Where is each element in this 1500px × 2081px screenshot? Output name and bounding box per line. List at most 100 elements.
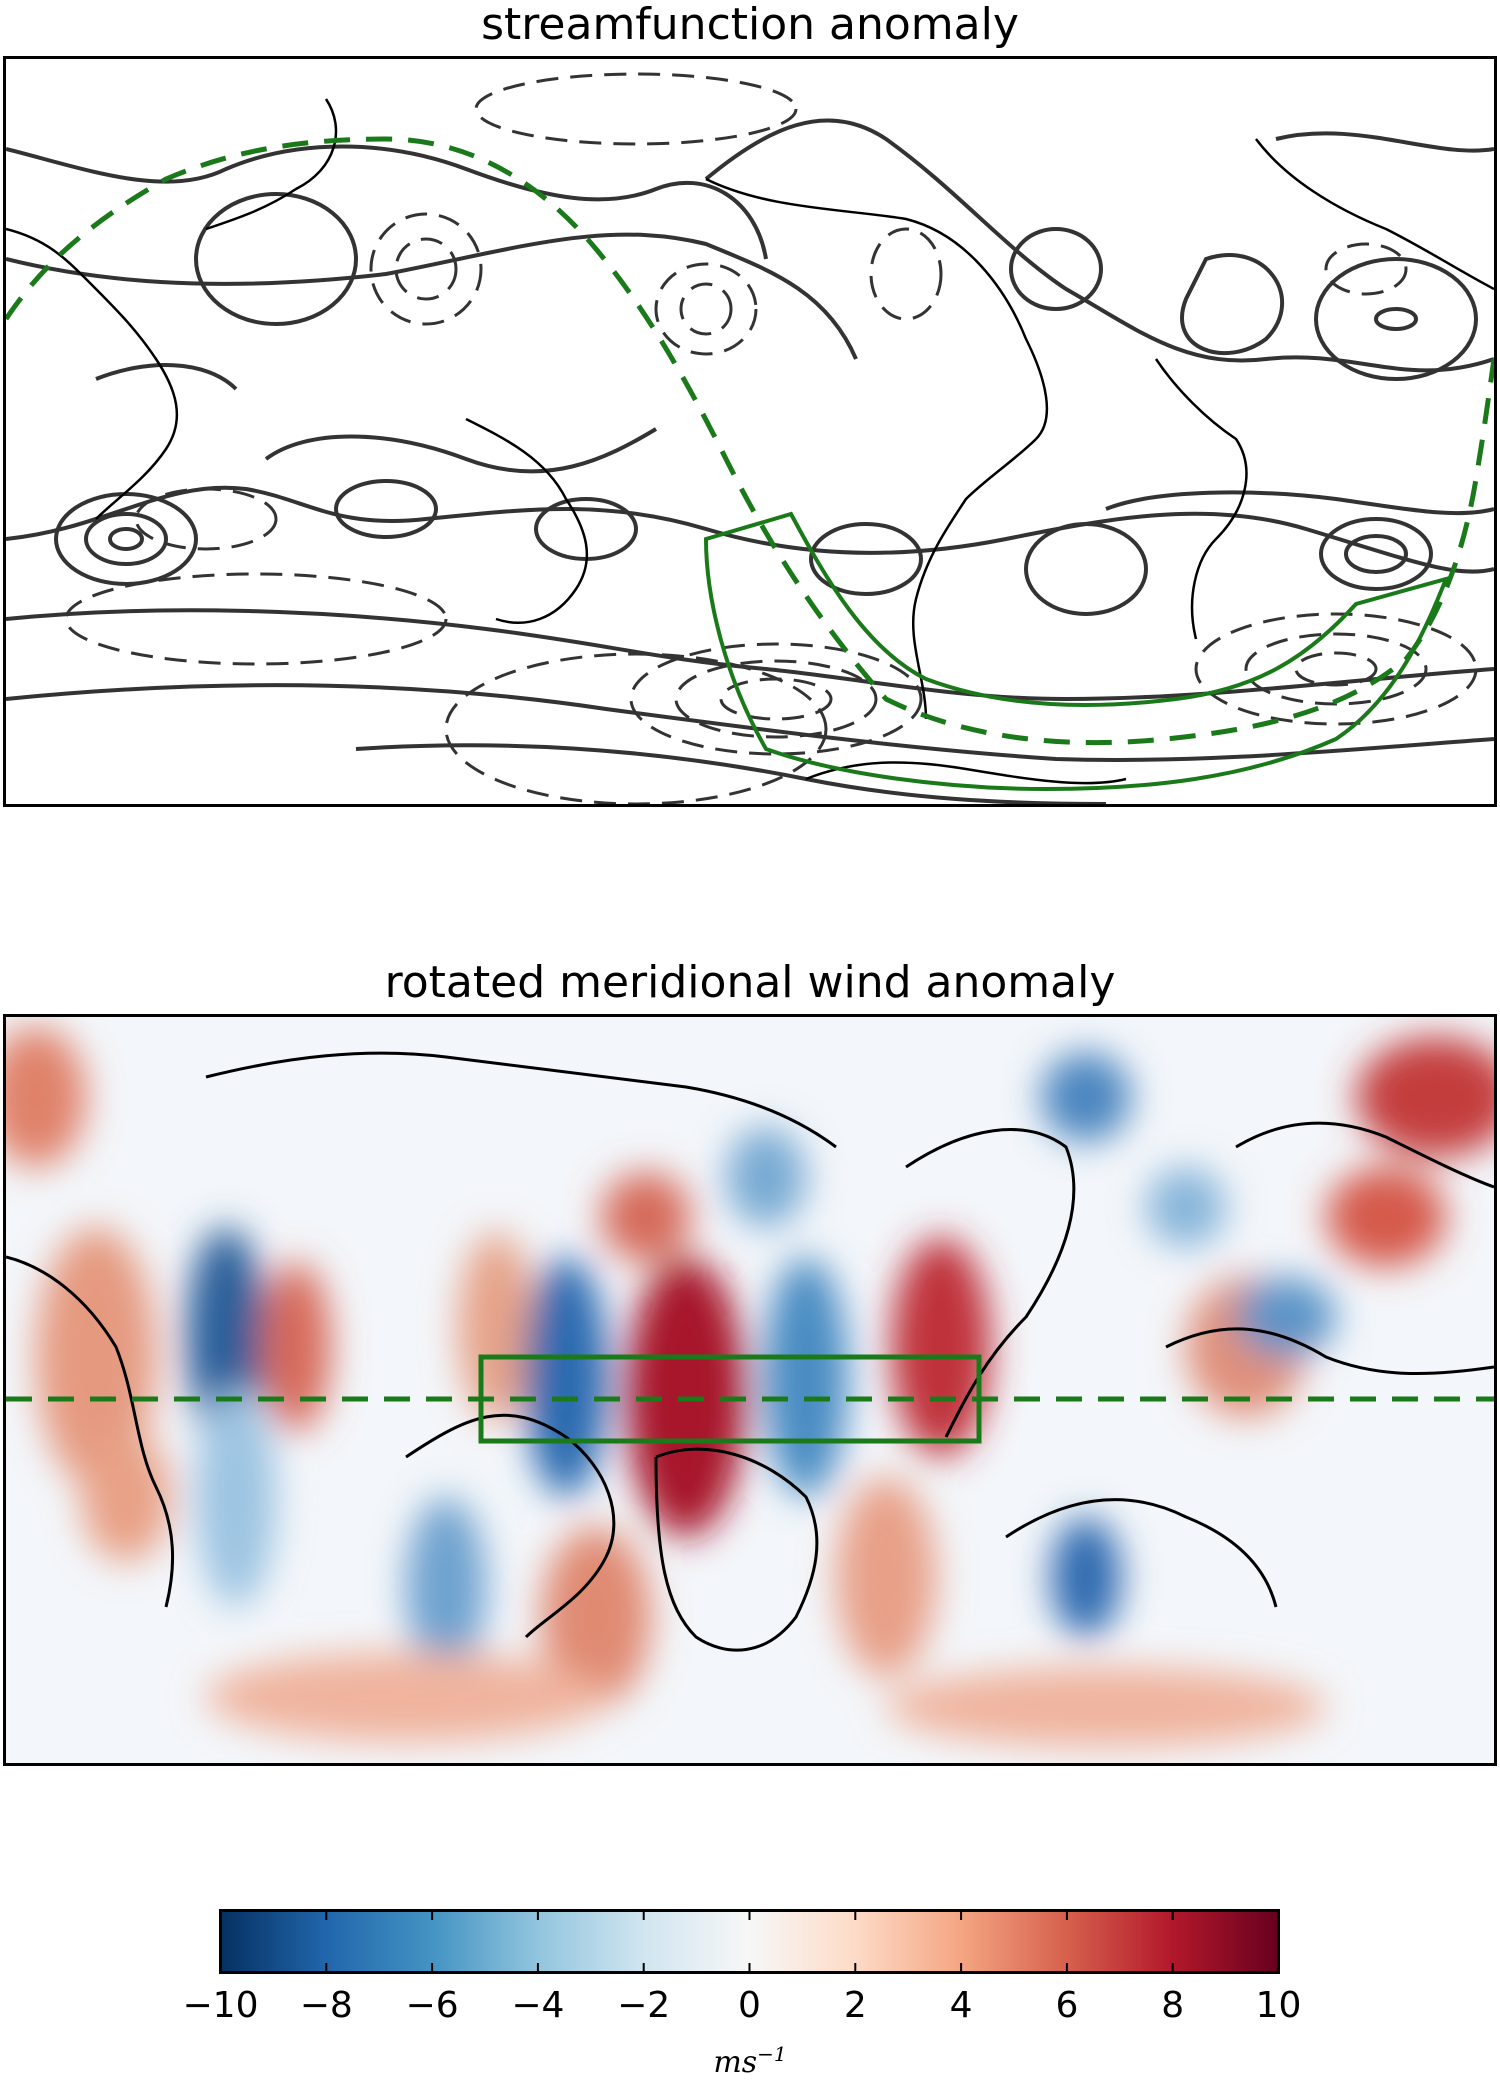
contour-line bbox=[334, 479, 438, 539]
wind-region-markers bbox=[6, 1354, 1494, 1444]
contour-line bbox=[809, 522, 923, 596]
contour-line bbox=[1105, 490, 1494, 516]
anomaly-blob bbox=[836, 1477, 936, 1677]
anomaly-blob bbox=[1326, 1167, 1446, 1267]
unit-exponent: −1 bbox=[757, 2042, 787, 2066]
contour-line bbox=[95, 363, 238, 391]
averaging-box bbox=[478, 1354, 982, 1444]
wind-anomaly-field bbox=[6, 1027, 1494, 1747]
anomaly-blob bbox=[764, 1257, 848, 1497]
coastline bbox=[1235, 1121, 1494, 1189]
dashed-contour bbox=[474, 72, 798, 146]
contour-line bbox=[6, 485, 1494, 574]
dashed-contour bbox=[444, 652, 828, 804]
anomaly-blob bbox=[1146, 1167, 1226, 1247]
anomaly-blob bbox=[1051, 1517, 1121, 1637]
colorbar-tick-label: 0 bbox=[738, 1985, 761, 2026]
coastline bbox=[1154, 358, 1248, 640]
anomaly-blob bbox=[886, 1667, 1326, 1747]
meridional-wind-svg bbox=[6, 1017, 1494, 1763]
coastline bbox=[1255, 138, 1494, 291]
contour-line bbox=[1319, 517, 1433, 591]
bottom-panel-title: rotated meridional wind anomaly bbox=[384, 957, 1116, 1008]
colorbar-gradient bbox=[219, 1909, 1280, 1974]
anomaly-blob bbox=[81, 1432, 171, 1562]
contour-line bbox=[704, 118, 1494, 373]
anomaly-blob bbox=[891, 1237, 991, 1457]
contour-line bbox=[84, 512, 168, 566]
colorbar-tick-label: 6 bbox=[1055, 1985, 1079, 2026]
dashed-contours bbox=[64, 72, 1478, 804]
colorbar-tick-label: 4 bbox=[949, 1985, 973, 2026]
contour-line bbox=[264, 427, 658, 474]
unit-base: ms bbox=[713, 2045, 758, 2080]
colorbar bbox=[219, 1909, 1280, 1974]
anomaly-blob bbox=[261, 1262, 331, 1432]
colorbar-tick-label: 10 bbox=[1255, 1985, 1302, 2026]
coastline bbox=[6, 227, 179, 520]
anomaly-blob bbox=[726, 1127, 806, 1227]
contour-line bbox=[1344, 534, 1408, 574]
contour-line bbox=[1024, 522, 1148, 616]
meridional-wind-map bbox=[3, 1014, 1497, 1766]
anomaly-blob bbox=[406, 1497, 486, 1677]
dashed-contour bbox=[674, 659, 878, 739]
contour-line bbox=[1275, 131, 1494, 153]
contour-line bbox=[194, 192, 358, 326]
colorbar-tick-label: 8 bbox=[1161, 1985, 1185, 2026]
anomaly-blob bbox=[1041, 1052, 1131, 1142]
dashed-contour bbox=[134, 487, 278, 551]
contour-line bbox=[6, 144, 768, 260]
coastline bbox=[205, 1051, 837, 1149]
colorbar-ticks bbox=[219, 1910, 1280, 1973]
solid-contours bbox=[6, 118, 1494, 804]
anomaly-blob bbox=[524, 1257, 608, 1497]
anomaly-blob bbox=[196, 1387, 276, 1607]
coastlines bbox=[6, 98, 1494, 785]
colorbar-tick-label: −2 bbox=[617, 1985, 671, 2026]
coastline bbox=[6, 1255, 175, 1608]
dashed-contour bbox=[369, 212, 483, 326]
colorbar-tick-label: −8 bbox=[299, 1985, 353, 2026]
dashed-contour bbox=[1324, 242, 1408, 296]
target-region-box bbox=[703, 511, 1450, 792]
colorbar-tick-label: 2 bbox=[843, 1985, 867, 2026]
colorbar-svg bbox=[219, 1909, 1280, 1974]
anomaly-blob bbox=[206, 1652, 606, 1742]
contour-line bbox=[6, 232, 858, 360]
contour-line bbox=[108, 527, 144, 551]
dashed-contour bbox=[64, 572, 448, 666]
dashed-contour bbox=[1244, 632, 1428, 706]
dashed-contour bbox=[394, 237, 458, 301]
dashed-contour bbox=[629, 642, 923, 756]
anomaly-blob bbox=[36, 1227, 156, 1487]
anomaly-blob bbox=[458, 1232, 534, 1422]
dashed-contour bbox=[1294, 651, 1378, 687]
contour-line bbox=[1314, 257, 1478, 381]
streamfunction-svg bbox=[6, 72, 1494, 804]
coastline bbox=[1165, 1327, 1494, 1376]
anomaly-blob bbox=[601, 1172, 691, 1262]
contour-line bbox=[1180, 253, 1285, 356]
coastline bbox=[1005, 1498, 1278, 1608]
coastline bbox=[205, 98, 338, 231]
colorbar-tick-label: −10 bbox=[182, 1985, 259, 2026]
colorbar-tick-label: −6 bbox=[405, 1985, 459, 2026]
anomaly-blob bbox=[541, 1527, 651, 1707]
coastline bbox=[805, 761, 1127, 785]
streamfunction-map bbox=[3, 56, 1497, 807]
anomaly-blob bbox=[1356, 1037, 1494, 1157]
coastline bbox=[705, 177, 1049, 720]
dashed-contour bbox=[654, 262, 758, 356]
anomaly-blob bbox=[1236, 1277, 1336, 1357]
contour-line bbox=[355, 743, 1107, 804]
contour-line bbox=[6, 608, 1494, 702]
dashed-contour bbox=[679, 282, 733, 336]
coastline bbox=[654, 1447, 819, 1652]
region-outlines bbox=[6, 136, 1494, 792]
top-panel-title: streamfunction anomaly bbox=[481, 0, 1019, 50]
contour-line bbox=[54, 492, 198, 586]
coastline bbox=[465, 417, 589, 624]
contour-line bbox=[6, 683, 1494, 762]
dashed-contour bbox=[869, 227, 943, 321]
